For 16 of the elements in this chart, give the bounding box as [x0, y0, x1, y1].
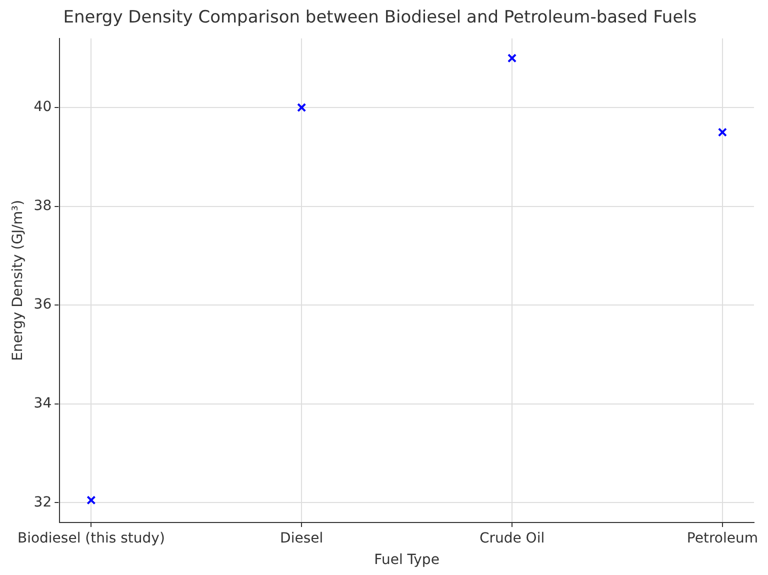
y-axis-title: Energy Density (GJ/m³)	[10, 200, 26, 361]
point	[297, 103, 306, 112]
x-tick-label: Crude Oil	[479, 530, 545, 546]
point	[507, 54, 517, 63]
y-tick-label: 34	[34, 396, 52, 412]
point	[86, 496, 96, 505]
y-tick-label: 32	[34, 494, 52, 510]
x-tick-label: Biodiesel (this study)	[17, 530, 165, 546]
y-tick-label: 38	[34, 198, 52, 214]
y-tick-label: 36	[34, 296, 52, 313]
x-tick-label: Diesel	[280, 530, 324, 546]
chart-title: Energy Density Comparison between Biodiesel and Petroleum-based Fuels	[63, 8, 697, 28]
point	[718, 128, 727, 137]
x-axis-title: Fuel Type	[374, 552, 440, 568]
y-tick-label: 40	[34, 99, 52, 116]
x-tick-label: Petroleum	[686, 530, 758, 546]
